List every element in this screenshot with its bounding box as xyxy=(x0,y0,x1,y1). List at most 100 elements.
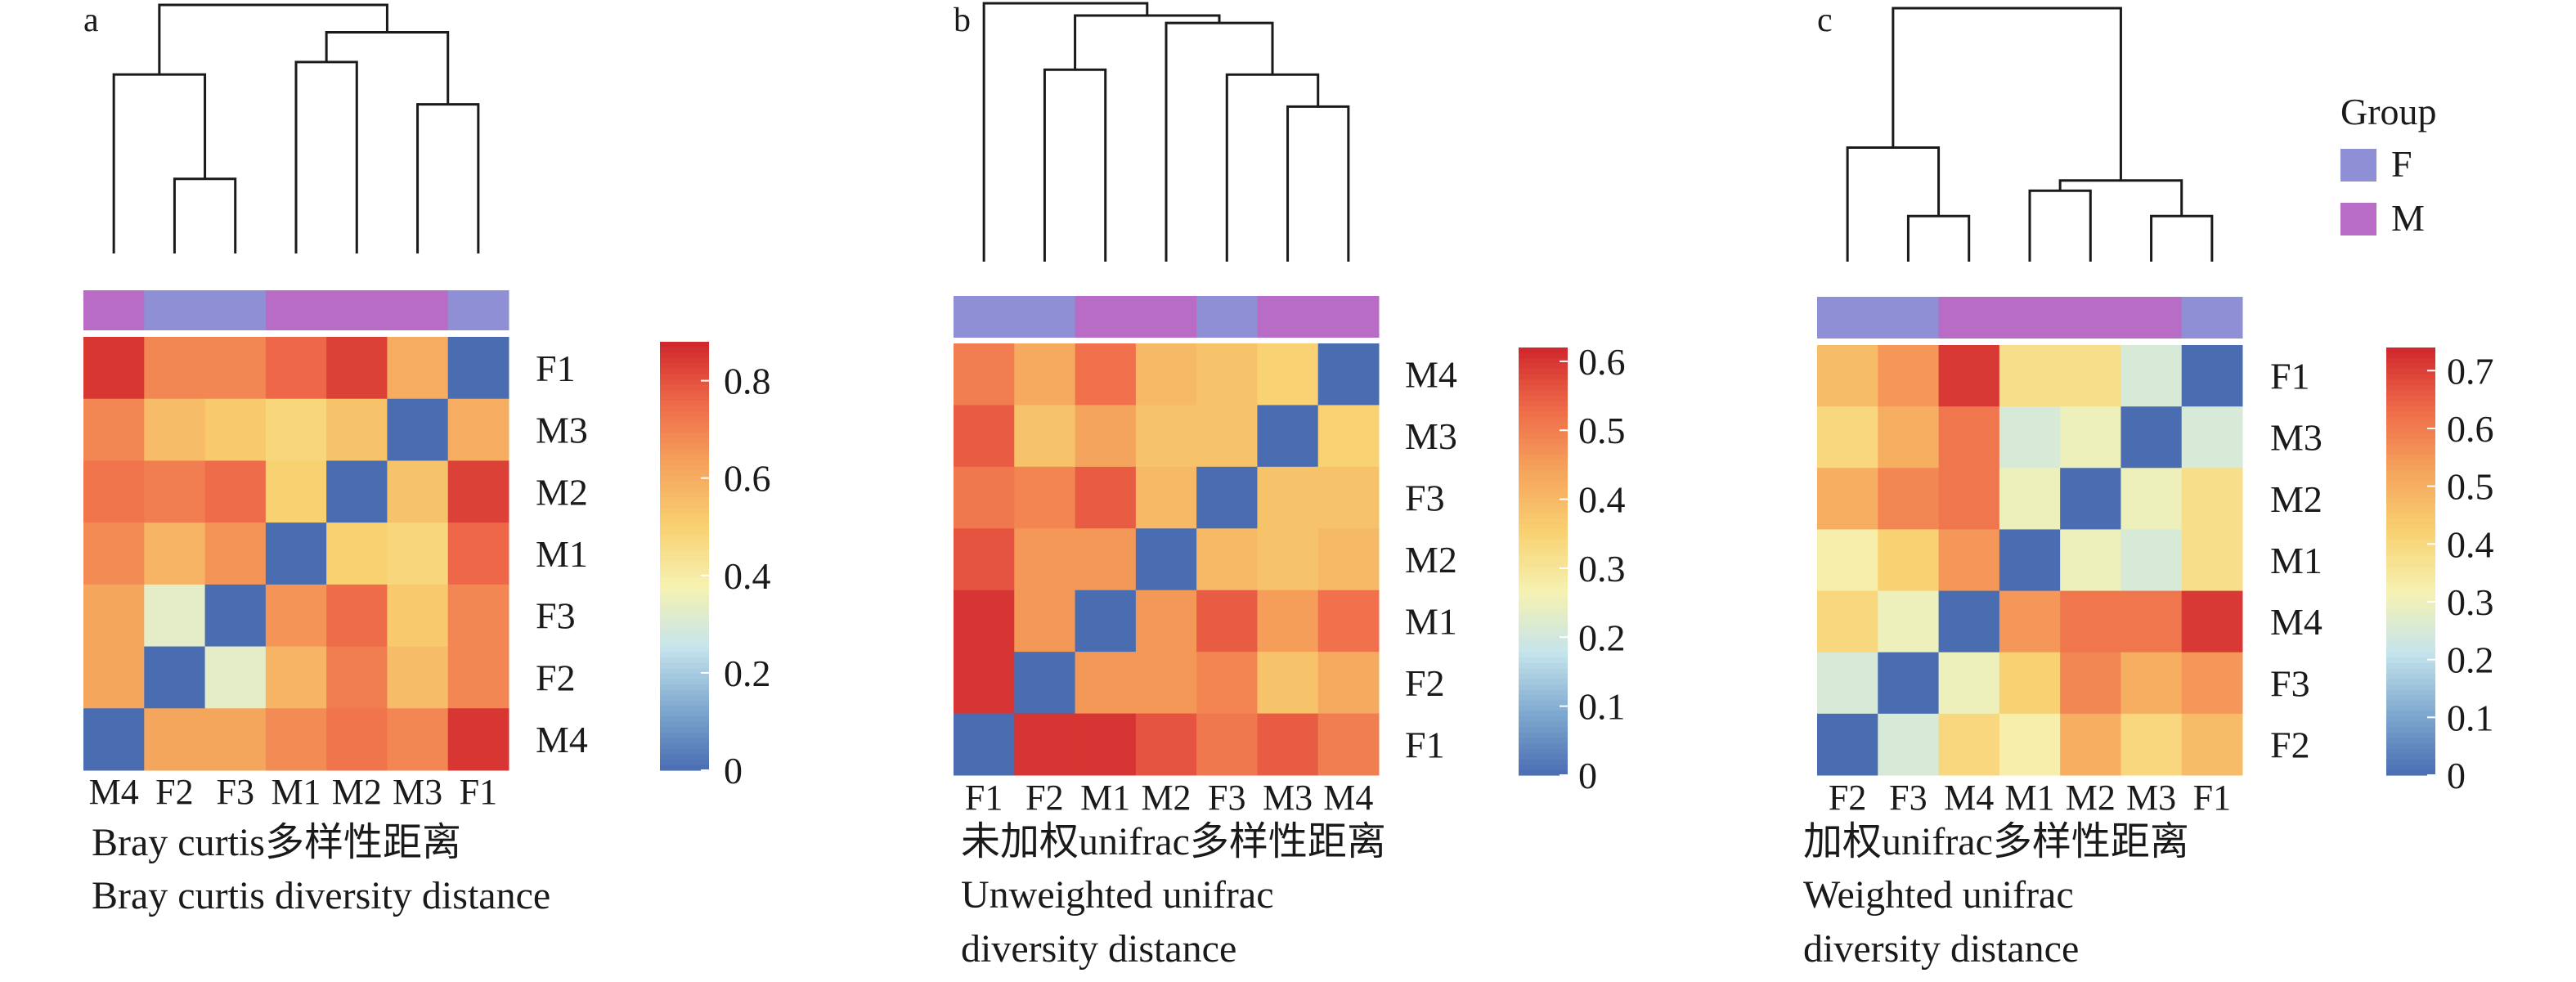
heatmap-cell xyxy=(2181,468,2243,530)
group-annotation-cell xyxy=(1257,296,1319,338)
colorbar-segment xyxy=(660,556,709,563)
group-annotation-cell xyxy=(1878,297,1940,339)
group-legend-swatch-m xyxy=(2340,203,2376,235)
heatmap-cell xyxy=(2181,529,2243,592)
heatmap-cell xyxy=(1135,652,1197,715)
heatmap-cell xyxy=(954,713,1015,776)
colorbar-segment xyxy=(2386,684,2435,690)
colorbar-segment xyxy=(2386,449,2435,455)
heatmap-cell xyxy=(1817,468,1878,530)
heatmap-cell xyxy=(447,460,509,523)
colorbar-segment xyxy=(1519,764,1568,771)
heatmap-cell xyxy=(2060,713,2121,776)
dendrogram-branch xyxy=(416,103,480,253)
colorbar-segment xyxy=(2386,764,2435,771)
colorbar-segment xyxy=(660,368,709,374)
colorbar-segment xyxy=(1519,379,1568,386)
colorbar-tick-label: 0 xyxy=(1578,755,1597,796)
colorbar-segment xyxy=(2386,716,2435,723)
colorbar-segment xyxy=(1519,449,1568,455)
colorbar-segment xyxy=(1519,390,1568,397)
heatmap-cell xyxy=(1999,406,2061,469)
colorbar-segment xyxy=(2386,540,2435,546)
colorbar-segment xyxy=(2386,567,2435,573)
colorbar-segment xyxy=(660,620,709,626)
heatmap-cell xyxy=(387,584,449,648)
colorbar-segment xyxy=(660,342,709,348)
caption-line: Bray curtis diversity distance xyxy=(92,874,550,917)
column-label: F3 xyxy=(1889,778,1927,818)
heatmap-cell xyxy=(1196,528,1258,591)
heatmap-cell xyxy=(1196,466,1258,529)
column-label: F3 xyxy=(1208,778,1245,818)
dendrogram xyxy=(1846,7,2214,262)
heatmap-cell xyxy=(1938,345,2000,407)
colorbar-segment xyxy=(1519,721,1568,728)
heatmap-cell xyxy=(1014,405,1076,468)
colorbar-segment xyxy=(1519,582,1568,589)
row-label: M3 xyxy=(1405,415,1457,457)
colorbar-segment xyxy=(660,561,709,567)
colorbar-segment xyxy=(1519,748,1568,755)
heatmap-cell xyxy=(144,646,206,709)
colorbar-segment xyxy=(2386,518,2435,525)
heatmap-cell xyxy=(83,337,145,400)
dendrogram xyxy=(982,2,1350,262)
colorbar-segment xyxy=(660,389,709,397)
heatmap-cell xyxy=(954,466,1015,529)
heatmap-cell xyxy=(447,398,509,461)
group-annotation-cell xyxy=(1014,296,1076,338)
colorbar-segment xyxy=(2386,379,2435,386)
colorbar-segment xyxy=(1519,401,1568,407)
heatmap-cell xyxy=(2060,590,2121,653)
colorbar-tick-label: 0.5 xyxy=(2447,466,2494,508)
colorbar-segment xyxy=(1519,742,1568,749)
colorbar-segment xyxy=(2386,769,2435,776)
colorbar-segment xyxy=(1519,395,1568,401)
colorbar-segment xyxy=(660,609,709,616)
dendrogram-branch xyxy=(1286,105,1350,262)
colorbar-segment xyxy=(1519,497,1568,504)
column-label: M2 xyxy=(1141,778,1191,818)
heatmap-cell xyxy=(1135,590,1197,652)
colorbar-segment xyxy=(660,754,709,760)
colorbar-segment xyxy=(660,433,709,439)
caption-line: Bray curtis多样性距离 xyxy=(92,821,461,864)
column-label: M1 xyxy=(271,772,321,812)
row-label: F2 xyxy=(536,657,576,698)
heatmap-cell xyxy=(2060,345,2121,407)
heatmap-cell xyxy=(1317,466,1380,529)
heatmap-cell xyxy=(1817,345,1878,407)
colorbar-segment xyxy=(1519,470,1568,477)
heatmap-cell xyxy=(326,584,388,648)
heatmap-cell xyxy=(1135,343,1197,406)
colorbar-segment xyxy=(660,567,709,573)
colorbar-segment xyxy=(2386,647,2435,653)
colorbar-segment xyxy=(660,481,709,487)
heatmap-cell xyxy=(2181,652,2243,715)
group-annotation-cell xyxy=(144,290,206,330)
column-label: M2 xyxy=(2066,778,2116,818)
group-legend-label-m: M xyxy=(2391,197,2425,239)
colorbar-segment xyxy=(2386,534,2435,540)
heatmap-cell xyxy=(1938,406,2000,469)
colorbar-segment xyxy=(660,460,709,466)
colorbar-segment xyxy=(1519,460,1568,466)
heatmap-cell xyxy=(83,460,145,523)
row-label: F1 xyxy=(536,348,576,389)
heatmap-cell xyxy=(1075,652,1137,715)
colorbar-segment xyxy=(2386,679,2435,685)
group-annotation-cell xyxy=(1075,296,1137,338)
heatmap-cell xyxy=(1075,590,1137,652)
colorbar-segment xyxy=(2386,727,2435,733)
heatmap-cell xyxy=(326,646,388,709)
colorbar-segment xyxy=(660,437,709,445)
colorbar-segment xyxy=(1519,636,1568,643)
colorbar-segment xyxy=(2386,555,2435,563)
colorbar-segment xyxy=(660,652,709,659)
column-label: M4 xyxy=(89,772,139,812)
colorbar-segment xyxy=(2386,422,2435,428)
heatmap-cell xyxy=(1014,713,1076,776)
heatmap-cell xyxy=(387,398,449,461)
